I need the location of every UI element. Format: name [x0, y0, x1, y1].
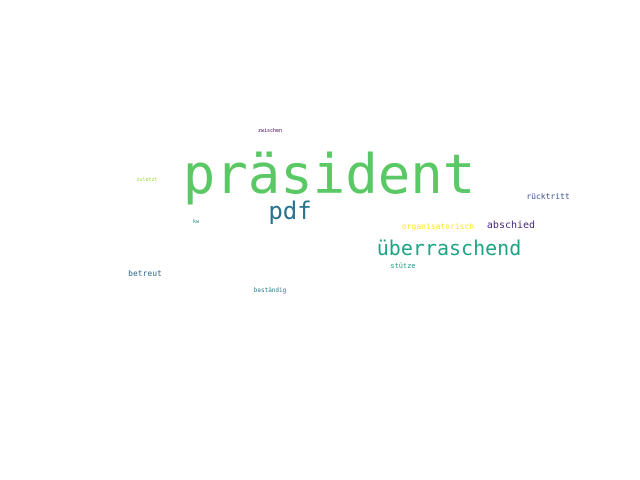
word-pdf: pdf — [268, 197, 312, 225]
word-organisatorisch: organisatorisch — [401, 222, 475, 231]
word-abschied: abschied — [486, 220, 536, 231]
word-bestandig: beständig — [253, 287, 287, 294]
word-betreut: betreut — [128, 269, 162, 278]
word-uberraschend: überraschend — [376, 236, 522, 260]
word-kw: kw — [192, 219, 200, 225]
word-prasident: präsident — [182, 143, 476, 206]
word-zwischen: zwischen — [257, 128, 283, 134]
word-rucktritt: rücktritt — [526, 192, 570, 201]
word-stutze: stütze — [390, 262, 416, 270]
word-zuletzt: zuletzt — [136, 177, 158, 183]
